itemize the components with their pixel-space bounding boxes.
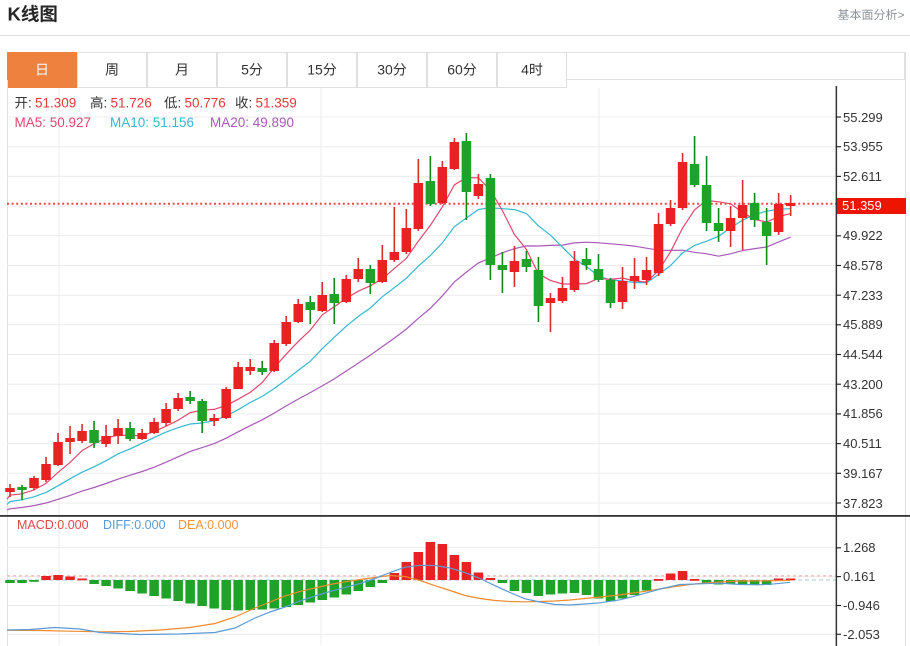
svg-text:15: 15 bbox=[307, 62, 323, 78]
svg-text:51.359: 51.359 bbox=[256, 96, 297, 111]
svg-text::: : bbox=[104, 96, 108, 111]
svg-text:30: 30 bbox=[377, 62, 393, 78]
svg-text:K: K bbox=[8, 4, 22, 25]
svg-text::: : bbox=[249, 96, 253, 111]
svg-text:50.776: 50.776 bbox=[185, 96, 226, 111]
svg-text:>: > bbox=[898, 8, 905, 22]
svg-text:51.309: 51.309 bbox=[35, 96, 76, 111]
svg-text::: : bbox=[28, 96, 32, 111]
svg-text:60: 60 bbox=[447, 62, 463, 78]
svg-text:4: 4 bbox=[521, 62, 529, 78]
svg-text:5: 5 bbox=[241, 62, 249, 78]
svg-text:51.726: 51.726 bbox=[111, 96, 152, 111]
svg-text::: : bbox=[178, 96, 182, 111]
